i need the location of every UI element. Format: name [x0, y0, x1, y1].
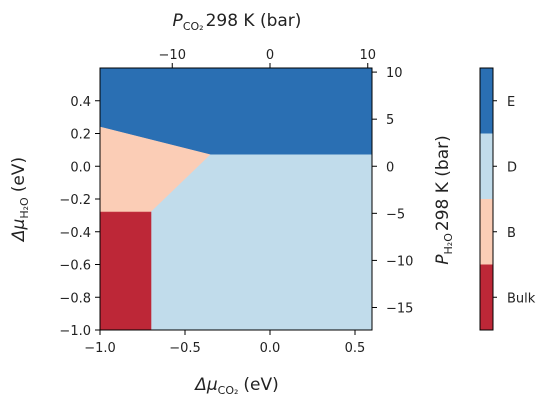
right-axis-label: PH₂O 298 K (bar): [433, 135, 455, 264]
phase-regions: [99, 67, 373, 331]
y-tick-label: −0.8: [59, 291, 91, 306]
right-tick-label: −5: [386, 207, 405, 222]
x-axis-ticks: −1.0 −0.5 0.0 0.5: [84, 330, 365, 356]
top-axis-label: PCO₂ 298 K (bar): [173, 11, 302, 33]
x-axis-label: ΔμCO₂ (eV): [193, 375, 279, 397]
colorbar-swatch-d: [480, 133, 493, 199]
y-tick-label: −0.6: [59, 259, 91, 274]
right-axis-label-rest: 298 K (bar): [433, 135, 453, 231]
colorbar-swatch-bulk: [480, 264, 493, 330]
x-axis-label-sub: CO₂: [218, 384, 239, 397]
y-axis-label: ΔμH₂O (eV): [9, 157, 31, 243]
y-axis-label-main: Δμ: [9, 218, 29, 243]
right-tick-label: 0: [386, 160, 394, 175]
y-tick-label: 0.4: [70, 95, 91, 110]
top-axis-label-rest: 298 K (bar): [206, 11, 302, 31]
x-tick-label: 0.5: [345, 341, 366, 356]
x-tick-label: 0.0: [260, 341, 281, 356]
x-tick-label: −0.5: [169, 341, 201, 356]
x-tick-label: −1.0: [84, 341, 116, 356]
y-tick-label: −0.2: [59, 193, 91, 208]
y-tick-label: −1.0: [59, 324, 91, 339]
colorbar-label: D: [507, 160, 517, 175]
right-tick-label: 5: [386, 113, 394, 128]
top-axis-label-sub: CO₂: [183, 20, 204, 33]
y-axis-ticks: −1.0 −0.8 −0.6 −0.4 −0.2 0.0 0.2 0.4: [59, 95, 100, 339]
right-axis-label-sub: H₂O: [442, 233, 455, 255]
y-tick-label: 0.0: [70, 160, 91, 175]
right-axis-ticks: 10 5 0 −5 −10 −15: [372, 66, 413, 316]
colorbar-swatch-e: [480, 68, 493, 134]
colorbar-frame: [479, 67, 494, 331]
top-axis-label-main: P: [173, 11, 184, 31]
y-axis-label-unit: (eV): [9, 157, 29, 192]
top-tick-label: 10: [359, 48, 376, 63]
region-d: [150, 154, 373, 331]
right-axis-label-main: P: [433, 254, 453, 265]
x-axis-label-main: Δμ: [193, 375, 218, 395]
y-axis-label-sub: H₂O: [18, 197, 31, 219]
colorbar: Bulk B D E: [479, 67, 536, 331]
y-tick-label: 0.2: [70, 128, 91, 143]
top-tick-label: 0: [266, 48, 274, 63]
top-tick-label: −10: [159, 48, 186, 63]
top-axis-ticks: −10 0 10: [159, 48, 376, 68]
colorbar-label: Bulk: [507, 291, 536, 306]
colorbar-label: E: [507, 95, 515, 110]
x-axis-label-unit: (eV): [243, 375, 278, 395]
y-tick-label: −0.4: [59, 226, 91, 241]
colorbar-swatch-b: [480, 199, 493, 265]
right-tick-label: −15: [386, 301, 413, 316]
right-tick-label: −10: [386, 254, 413, 269]
region-bulk: [99, 211, 152, 331]
right-tick-label: 10: [386, 66, 403, 81]
colorbar-label: B: [507, 226, 516, 241]
